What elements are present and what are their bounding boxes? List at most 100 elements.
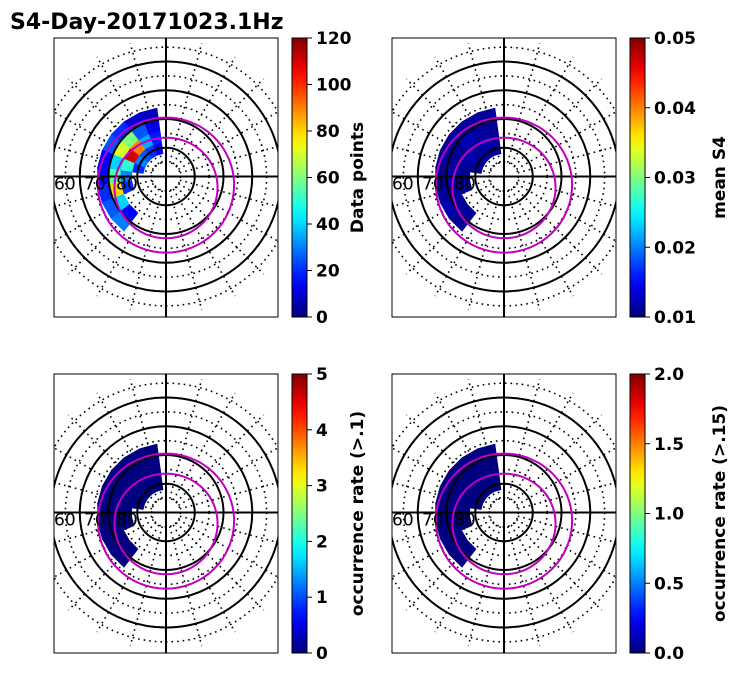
lat-label: 60 [392, 175, 414, 195]
colorbar-tick-label: 1 [316, 588, 328, 608]
dotted-meridian [179, 515, 278, 544]
colorbar-tick-label: 0.02 [654, 238, 696, 258]
dotted-meridian [54, 179, 153, 208]
dotted-meridian [392, 179, 491, 208]
lat-label: 60 [54, 511, 76, 531]
dotted-meridian [392, 446, 492, 507]
dotted-meridian [405, 522, 495, 611]
colorbar-tick-label: 1.5 [654, 435, 684, 455]
dotted-meridian [178, 518, 278, 579]
lat-label: 80 [116, 511, 138, 531]
auroral-oval-equatorward [96, 116, 236, 254]
panel-frame [53, 37, 279, 318]
colorbar-tick-label: 100 [316, 76, 352, 96]
colorbar-tick-label: 0.04 [654, 99, 696, 119]
dotted-meridian [67, 522, 157, 611]
lat-label: 60 [54, 175, 76, 195]
dotted-meridian [467, 378, 502, 499]
dotted-meridian [168, 42, 203, 163]
dotted-meridian [96, 188, 160, 297]
dotted-meridian [513, 78, 603, 167]
dotted-meridian [175, 522, 265, 611]
colorbar-tick-label: 0.0 [654, 644, 684, 664]
colorbar-label: occurrence rate (>.1) [348, 411, 368, 616]
dotted-meridian [178, 446, 278, 507]
auroral-oval-poleward [451, 136, 557, 240]
dotted-meridian [129, 42, 164, 163]
dotted-meridian [405, 78, 495, 167]
dotted-meridian [517, 481, 616, 510]
dotted-meridian [517, 515, 616, 544]
dotted-meridian [179, 145, 278, 174]
dotted-meridian [172, 56, 236, 165]
colorbar [291, 373, 308, 654]
dotted-meridian [517, 179, 616, 208]
dotted-meridian [175, 414, 265, 503]
dotted-meridian [516, 182, 616, 243]
dotted-meridian [54, 145, 153, 174]
figure-title: S4-Day-20171023.1Hz [10, 10, 284, 35]
dotted-meridian [392, 110, 492, 171]
polar-plot-area [54, 374, 278, 653]
dotted-meridian [175, 78, 265, 167]
lat-label: 80 [454, 511, 476, 531]
dotted-meridian [516, 446, 616, 507]
panel-frame [391, 373, 617, 654]
polar-panel: 60 70 80 0 1 2 3 4 5 occurrence rate (>.1) [53, 365, 368, 664]
dotted-meridian [510, 524, 574, 633]
dotted-meridian [54, 481, 153, 510]
dotted-meridian [467, 42, 502, 163]
colorbar-tick-label: 0.01 [654, 308, 696, 328]
dotted-meridian [67, 186, 157, 275]
dotted-meridian [175, 186, 265, 275]
dotted-meridian [405, 186, 495, 275]
dotted-meridian [178, 182, 278, 243]
dotted-meridian [392, 515, 491, 544]
lat-label: 70 [422, 511, 444, 531]
colorbar-tick-label: 4 [316, 421, 328, 441]
colorbar [291, 37, 308, 318]
dotted-meridian [517, 145, 616, 174]
dotted-meridian [67, 78, 157, 167]
polar-plot-area [392, 38, 616, 317]
colorbar-label: Data points [348, 122, 368, 233]
colorbar-tick-label: 0.03 [654, 169, 696, 189]
dotted-meridian [392, 182, 492, 243]
polar-panel: 60 70 80 0 20 40 60 80 100 120 Data points [53, 29, 368, 328]
dotted-meridian [54, 182, 154, 243]
panel-frame [391, 37, 617, 318]
dotted-meridian [434, 524, 498, 633]
dotted-meridian [405, 414, 495, 503]
dotted-meridian [392, 481, 491, 510]
dotted-meridian [168, 378, 203, 499]
dotted-meridian [54, 515, 153, 544]
colorbar-label: occurrence rate (>.15) [710, 405, 730, 622]
dotted-meridian [172, 524, 236, 633]
colorbar-tick-label: 0 [316, 308, 328, 328]
dotted-meridian [434, 188, 498, 297]
dotted-meridian [434, 56, 498, 165]
colorbar-tick-label: 1.0 [654, 505, 684, 525]
dotted-meridian [513, 414, 603, 503]
colorbar-tick-label: 60 [316, 169, 340, 189]
dotted-meridian [513, 522, 603, 611]
dotted-meridian [506, 42, 541, 163]
panel-frame [53, 373, 279, 654]
lat-label: 80 [116, 175, 138, 195]
auroral-oval-equatorward [96, 452, 236, 590]
dotted-meridian [392, 145, 491, 174]
dotted-meridian [510, 56, 574, 165]
dotted-meridian [54, 110, 154, 171]
polar-plot-area [54, 38, 278, 317]
lat-label: 70 [422, 175, 444, 195]
lat-label: 70 [84, 511, 106, 531]
polar-panel: 60 70 80 0.01 0.02 0.03 0.04 0.05 mean S4 [391, 29, 730, 328]
dotted-meridian [96, 56, 160, 165]
dotted-meridian [392, 518, 492, 579]
lat-label: 80 [454, 175, 476, 195]
auroral-oval-poleward [113, 472, 219, 576]
dotted-meridian [179, 481, 278, 510]
colorbar-tick-label: 2.0 [654, 365, 684, 385]
dotted-meridian [129, 378, 164, 499]
lat-label: 70 [84, 175, 106, 195]
